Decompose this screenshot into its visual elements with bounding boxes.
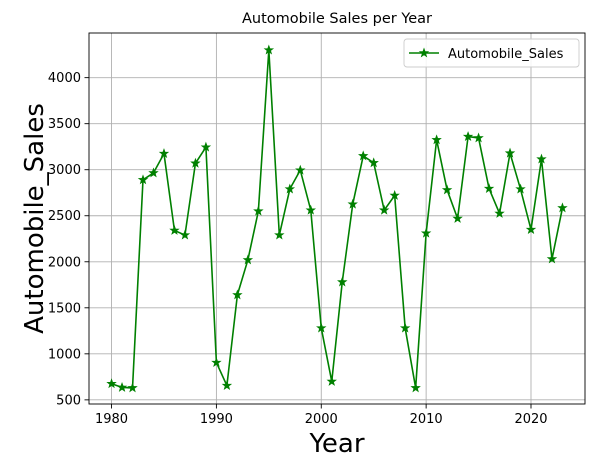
data-point-marker xyxy=(316,322,327,333)
data-point-marker xyxy=(232,289,243,300)
data-point-marker xyxy=(441,184,453,195)
y-tick-label: 3000 xyxy=(48,163,81,178)
data-point-marker xyxy=(420,227,432,238)
data-point-marker xyxy=(127,382,138,393)
data-point-marker xyxy=(106,378,117,389)
data-point-marker xyxy=(326,375,337,386)
y-tick-label: 1500 xyxy=(48,301,81,316)
x-tick-label: 2000 xyxy=(305,412,338,427)
data-point-marker xyxy=(179,229,191,240)
legend-entry-label: Automobile_Sales xyxy=(448,47,564,62)
data-point-marker xyxy=(295,164,306,175)
data-point-marker xyxy=(410,382,421,393)
data-point-marker xyxy=(368,157,379,168)
y-tick-label: 500 xyxy=(56,393,81,408)
x-axis-ticks: 1980 1990 2000 2010 2020 xyxy=(95,404,548,427)
plot-area xyxy=(89,33,585,404)
data-point-marker xyxy=(536,153,547,164)
data-point-marker xyxy=(358,150,369,161)
data-point-marker xyxy=(169,224,180,235)
legend-star-marker xyxy=(418,47,430,58)
data-point-marker xyxy=(116,381,128,392)
series-line xyxy=(111,49,564,389)
data-point-marker xyxy=(462,131,474,141)
y-tick-label: 1000 xyxy=(48,347,81,362)
data-point-marker xyxy=(253,205,264,216)
y-axis-label: Automobile_Sales xyxy=(20,103,50,334)
data-point-marker xyxy=(263,44,275,55)
data-point-marker xyxy=(347,198,358,209)
x-tick-label: 2010 xyxy=(410,412,443,427)
data-point-marker xyxy=(284,183,296,194)
data-point-marker xyxy=(431,134,442,145)
data-point-marker xyxy=(190,157,201,168)
data-point-marker xyxy=(242,254,254,265)
data-point-marker xyxy=(515,183,526,194)
data-point-marker xyxy=(504,147,516,158)
legend-box xyxy=(403,38,580,68)
data-point-marker xyxy=(525,224,537,234)
chart-title: Automobile Sales per Year xyxy=(242,11,432,27)
x-axis-label: Year xyxy=(308,429,364,459)
y-tick-label: 2500 xyxy=(48,209,81,224)
plot-frame xyxy=(88,32,586,405)
data-point-marker xyxy=(378,204,390,215)
data-point-marker xyxy=(483,183,495,194)
y-axis-ticks: 500 1000 1500 2000 2500 3000 3500 4000 xyxy=(48,71,89,408)
x-tick-label: 1980 xyxy=(95,412,128,427)
data-point-marker xyxy=(148,167,159,178)
data-point-marker xyxy=(274,229,285,240)
y-tick-label: 3500 xyxy=(48,117,81,132)
data-point-marker xyxy=(389,190,400,200)
data-point-marker xyxy=(494,207,505,218)
data-point-marker xyxy=(305,204,316,215)
x-tick-label: 1990 xyxy=(200,412,233,427)
legend: Automobile_Sales xyxy=(403,38,580,68)
data-point-marker xyxy=(399,322,411,333)
data-point-marker xyxy=(557,202,568,213)
data-point-marker xyxy=(158,148,170,159)
data-point-marker xyxy=(221,380,233,391)
series-layer xyxy=(106,44,568,393)
x-tick-label: 2020 xyxy=(514,412,547,427)
data-point-marker xyxy=(452,213,463,223)
data-point-marker xyxy=(200,141,212,152)
data-point-marker xyxy=(473,132,484,143)
y-tick-label: 2000 xyxy=(48,255,81,270)
data-point-marker xyxy=(337,276,348,287)
data-point-marker xyxy=(211,357,222,367)
y-tick-label: 4000 xyxy=(48,71,81,86)
data-point-marker xyxy=(546,253,558,264)
grid-lines xyxy=(89,33,585,404)
data-point-marker xyxy=(137,174,149,185)
